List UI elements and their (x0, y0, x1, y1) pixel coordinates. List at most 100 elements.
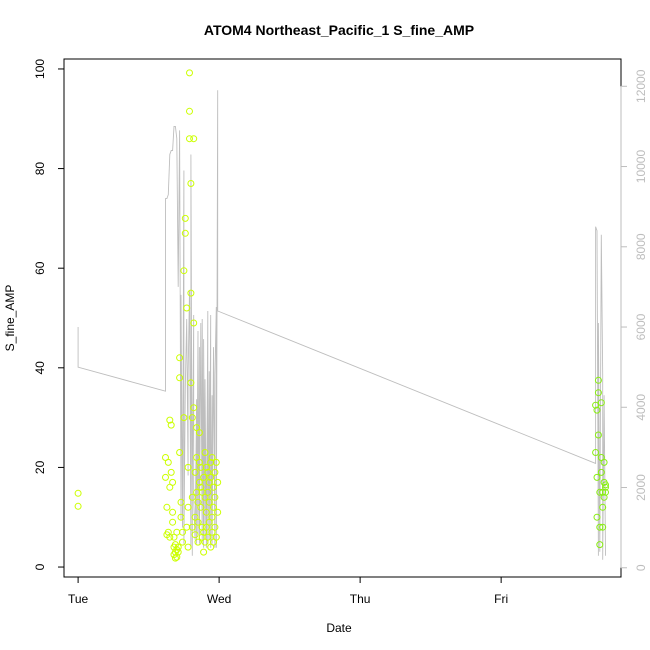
y2-tick-label: 2000 (634, 474, 648, 501)
data-point (602, 481, 609, 489)
data-point (205, 478, 213, 486)
data-point (184, 543, 192, 551)
data-point (164, 458, 172, 466)
x-tick-label: Thu (350, 592, 371, 606)
data-point (174, 543, 182, 551)
data-point (180, 267, 188, 275)
data-point (177, 498, 185, 506)
data-point (190, 404, 198, 412)
x-tick-label: Wed (207, 592, 231, 606)
data-point (190, 319, 198, 327)
data-point (181, 229, 189, 237)
data-point (183, 304, 191, 312)
data-point (594, 389, 602, 397)
data-point (211, 468, 219, 476)
data-point (162, 473, 169, 481)
data-point (600, 493, 608, 501)
left-axis: 0 20 40 60 80 100 (33, 59, 65, 570)
data-point (173, 553, 181, 561)
data-point (214, 508, 222, 516)
data-point (188, 414, 196, 422)
data-point (195, 478, 203, 486)
data-point (602, 483, 609, 491)
series-line (77, 90, 606, 560)
data-point (169, 508, 177, 516)
data-point (592, 449, 600, 456)
y-tick-label: 20 (33, 460, 47, 474)
data-point (592, 401, 600, 409)
data-point (208, 513, 216, 521)
data-point (594, 376, 602, 384)
y-tick-label: 100 (33, 59, 47, 79)
y2-tick-label: 12000 (634, 69, 648, 103)
data-point (594, 431, 602, 439)
plot-frame (63, 58, 622, 578)
data-point (169, 478, 177, 486)
data-point (194, 518, 202, 526)
data-point (74, 489, 82, 497)
x-tick-label: Tue (68, 592, 89, 606)
data-point (169, 518, 177, 526)
data-point (599, 503, 607, 511)
x-axis-label: Date (326, 621, 352, 635)
data-point (204, 488, 212, 496)
data-point (596, 541, 604, 549)
data-point (600, 458, 608, 466)
data-point (187, 289, 195, 297)
data-point (599, 523, 607, 531)
data-point (194, 538, 202, 546)
data-point (202, 508, 210, 516)
data-point (207, 473, 215, 481)
chart-title: ATOM4 Northeast_Pacific_1 S_fine_AMP (204, 22, 474, 38)
data-point (597, 399, 605, 407)
data-point (167, 468, 175, 476)
data-point (179, 538, 186, 546)
data-point (200, 548, 208, 556)
y-tick-label: 80 (33, 162, 47, 176)
data-point (184, 503, 192, 511)
data-point (210, 503, 217, 511)
y-tick-label: 60 (33, 261, 47, 275)
bottom-axis: Tue Wed Thu Fri (68, 576, 508, 606)
y-axis-label: S_fine_AMP (3, 285, 17, 352)
data-point (186, 135, 193, 143)
data-point (181, 214, 189, 222)
data-point (187, 379, 195, 387)
y2-tick-label: 10000 (634, 150, 648, 184)
data-point (593, 513, 601, 521)
data-point (171, 554, 179, 562)
data-point (174, 548, 182, 556)
data-point (180, 414, 188, 422)
data-point (163, 503, 171, 511)
data-point (176, 374, 184, 382)
data-point (167, 421, 175, 429)
data-point (173, 528, 181, 536)
data-point (208, 454, 216, 461)
y2-tick-label: 8000 (634, 233, 648, 260)
series-line-layer (77, 90, 606, 560)
right-axis: 0 2000 4000 6000 8000 10000 12000 (620, 69, 648, 571)
y2-tick-label: 4000 (634, 394, 648, 421)
data-point (205, 498, 213, 506)
data-point (593, 473, 601, 481)
data-point (164, 528, 172, 536)
data-point (188, 523, 196, 531)
data-point (188, 493, 196, 501)
data-point (211, 523, 219, 531)
y2-tick-label: 6000 (634, 313, 648, 340)
data-point (210, 483, 217, 491)
y-tick-label: 40 (33, 361, 47, 375)
data-point (205, 518, 213, 526)
data-point (177, 513, 185, 521)
data-point (197, 503, 205, 511)
data-point (212, 533, 220, 541)
data-point (214, 478, 222, 486)
data-point (211, 493, 219, 501)
data-point (197, 483, 205, 491)
y-tick-label: 0 (33, 563, 47, 570)
series-points-layer (74, 69, 609, 562)
data-point (190, 135, 198, 143)
data-point (597, 468, 605, 476)
data-point (186, 107, 193, 115)
